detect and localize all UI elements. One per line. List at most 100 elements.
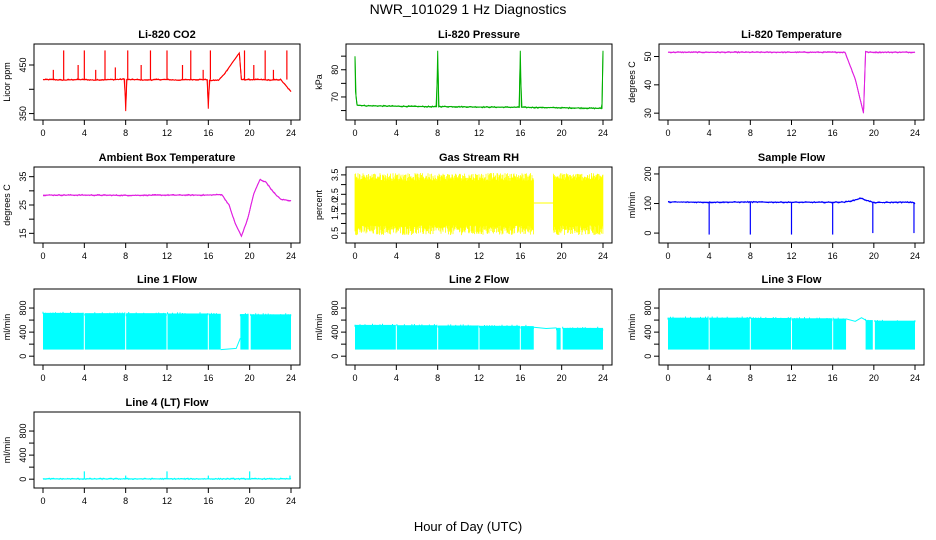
y-tick-label: 400 [18,448,28,463]
x-tick-label: 0 [352,251,357,261]
x-tick-label: 24 [598,251,608,261]
panel-8: Line 2 Flow ml/min 0 4 8 12 16 20 24 0 400 800 [314,274,613,383]
x-tick-label: 8 [748,128,753,138]
x-tick-label: 0 [665,373,670,383]
panel-title: Line 3 Flow [762,274,822,286]
flow-block-noise [750,316,792,322]
flow-block-noise [208,312,220,317]
y-axis-label: ml/min [627,192,637,219]
flow-block [438,325,479,350]
flow-block-noise [874,319,916,324]
series-breakpoints [668,50,915,114]
x-tick-label: 8 [123,251,128,261]
x-tick-label: 4 [82,496,87,506]
panel-3: Li-820 Temperature degrees C 0 4 8 12 16 20 24 30… [627,29,925,138]
x-tick-label: 8 [435,373,440,383]
x-tick-label: 20 [245,373,255,383]
flow-block-noise [125,312,167,317]
series-line [42,178,292,238]
rh-band-segment [354,173,534,236]
x-tick-label: 20 [245,128,255,138]
y-tick-label: 200 [643,166,653,181]
y-axis-label: degrees C [627,61,637,103]
panel-title: Line 2 Flow [449,274,509,286]
y-tick-label: 40 [643,80,653,90]
flow-block [874,320,915,350]
x-tick-label: 12 [474,251,484,261]
plot-area [667,50,916,114]
x-tick-label: 16 [828,373,838,383]
plot-frame [33,166,301,244]
flow-connector [220,337,241,351]
x-tick-label: 24 [910,128,920,138]
y-tick-label: 80 [330,65,340,75]
flow-block [43,312,84,350]
y-tick-label: 0 [643,354,653,359]
plot-frame [658,43,925,121]
y-axis-label: percent [314,189,324,220]
x-tick-label: 16 [515,128,525,138]
y-tick-label: 0.5 [330,227,340,240]
x-tick-label: 16 [828,128,838,138]
x-tick-label: 4 [707,251,712,261]
x-tick-label: 4 [707,373,712,383]
x-tick-label: 12 [162,373,172,383]
flow-block-noise [354,323,396,329]
plot-area [42,178,292,238]
y-tick-label: 0 [330,354,340,359]
x-tick-label: 24 [286,496,296,506]
flow-block-noise [239,313,249,317]
flow-block [792,318,833,350]
y-tick-label: 400 [330,325,340,340]
rh-band-segment [553,173,604,235]
x-tick-label: 24 [910,373,920,383]
x-tick-label: 12 [474,373,484,383]
y-tick-label: 800 [18,301,28,316]
x-tick-label: 24 [286,128,296,138]
x-tick-label: 8 [748,373,753,383]
flow-block-noise [832,317,847,322]
x-tick-label: 4 [82,128,87,138]
panel-title: Gas Stream RH [439,152,519,164]
plot-area [354,323,604,350]
x-tick-label: 24 [598,373,608,383]
x-tick-label: 12 [474,128,484,138]
plot-area [42,311,292,351]
flow-block [84,313,126,350]
x-tick-label: 12 [786,373,796,383]
flow-block [520,326,534,350]
flow-block [562,327,603,350]
panel-10: Line 4 (LT) Flow ml/min 0 4 8 12 16 20 24 0 400 800 [2,397,301,506]
y-axis-label: ml/min [2,314,12,341]
x-tick-label: 20 [557,128,567,138]
series-line [354,51,604,110]
panel-7: Line 1 Flow ml/min 0 4 8 12 16 20 24 0 400 800 [2,274,301,383]
flow-block [167,313,208,350]
panel-4: Ambient Box Temperature degrees C 0 4 8 12 16 2… [2,152,301,261]
x-tick-label: 16 [515,251,525,261]
series-breakpoints [43,51,292,112]
x-tick-label: 20 [869,373,879,383]
flow-connector [845,317,866,322]
panel-1: Li-820 CO2 Licor ppm 0 4 8 12 16 20 24 350 450 [2,29,301,138]
x-tick-label: 0 [352,373,357,383]
y-axis-label: ml/min [314,314,324,341]
y-tick-label: 50 [643,51,653,61]
flow-block-noise [791,317,833,322]
y-tick-label: 0 [18,477,28,482]
x-tick-label: 12 [786,251,796,261]
x-tick-label: 4 [82,373,87,383]
x-tick-label: 4 [707,128,712,138]
x-tick-label: 16 [515,373,525,383]
flow-block [355,324,396,350]
y-tick-label: 450 [18,57,28,72]
x-tick-label: 8 [123,128,128,138]
y-axis-label: degrees C [2,184,12,226]
flow-block [750,317,791,350]
x-tick-label: 20 [557,251,567,261]
flow-block-noise [42,311,84,316]
x-tick-label: 4 [394,373,399,383]
panel-title: Ambient Box Temperature [99,152,236,164]
y-tick-label: 0 [18,354,28,359]
